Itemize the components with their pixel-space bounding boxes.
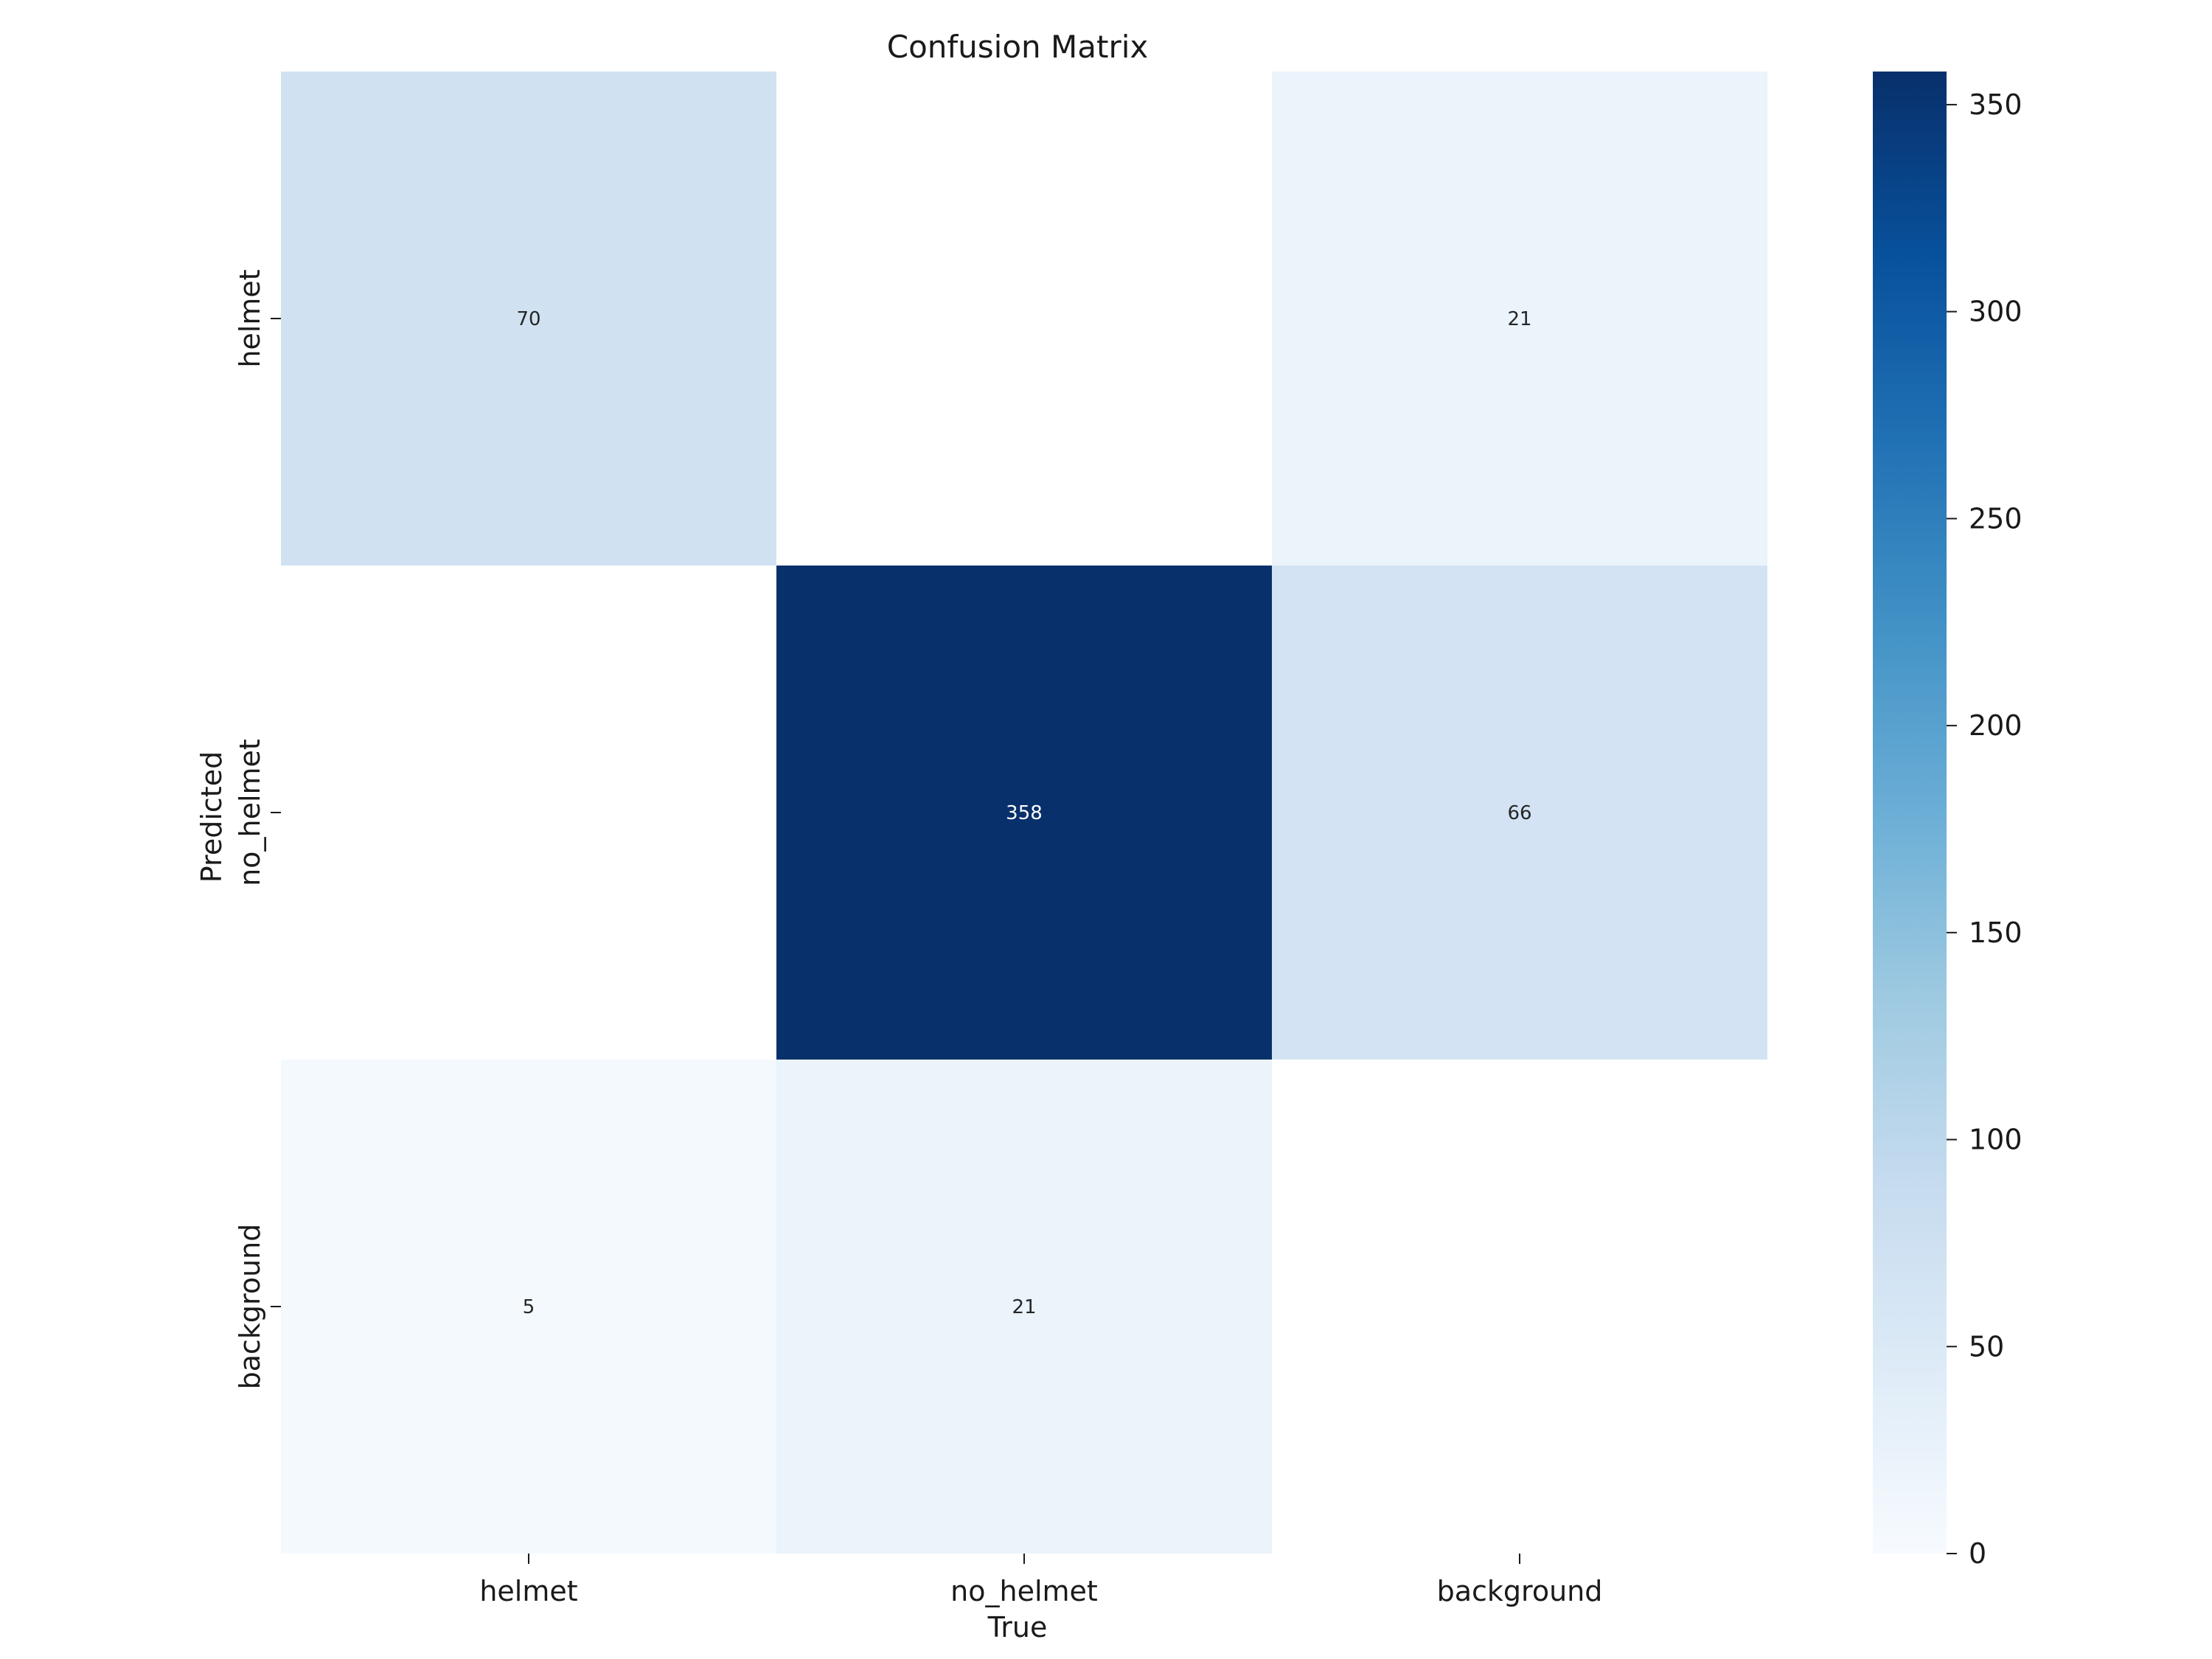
y-axis-ticks: helmet no_helmet background [234,269,281,1389]
x-tick-label: background [1437,1575,1603,1607]
heatmap-cell-background-helmet [281,1060,776,1554]
y-tick-label: helmet [234,269,266,367]
heatmap-cell-labels: 70 21 358 66 5 21 [516,308,1531,1318]
cell-value-label: 5 [523,1296,535,1318]
heatmap-cells [281,72,1767,1554]
cell-value-label: 21 [1507,308,1531,330]
cell-value-label: 70 [516,308,540,330]
heatmap-cell-no_helmet-helmet [281,566,776,1060]
y-tick-label: no_helmet [234,739,266,886]
heatmap-cell-helmet-no_helmet [776,72,1272,566]
heatmap-cell-background-background [1272,1060,1767,1554]
heatmap-cell-helmet-background [1272,72,1767,566]
colorbar-tick-label: 0 [1969,1537,1986,1570]
x-axis-ticks: helmet no_helmet background [479,1554,1602,1607]
colorbar-ticks: 0 50 100 150 200 250 300 350 [1947,88,2023,1570]
heatmap-cell-helmet-helmet [281,72,776,566]
x-tick-label: helmet [479,1575,577,1607]
chart-title: Confusion Matrix [887,29,1149,65]
colorbar [1873,72,1947,1554]
cell-value-label: 358 [1006,802,1043,824]
y-tick-label: background [234,1224,266,1390]
cell-value-label: 21 [1012,1296,1036,1318]
x-tick-label: no_helmet [950,1575,1098,1607]
x-axis-label: True [987,1611,1048,1644]
colorbar-tick-label: 100 [1969,1124,2023,1156]
colorbar-tick-label: 150 [1969,917,2023,949]
colorbar-tick-label: 200 [1969,709,2023,742]
colorbar-tick-label: 250 [1969,502,2023,535]
colorbar-tick-label: 350 [1969,88,2023,121]
heatmap-cell-background-no_helmet [776,1060,1272,1554]
heatmap-cell-no_helmet-no_helmet [776,566,1272,1060]
colorbar-tick-label: 50 [1969,1330,2004,1363]
heatmap-cell-no_helmet-background [1272,566,1767,1060]
colorbar-tick-label: 300 [1969,296,2023,328]
cell-value-label: 66 [1507,802,1531,824]
y-axis-label: Predicted [195,751,228,883]
